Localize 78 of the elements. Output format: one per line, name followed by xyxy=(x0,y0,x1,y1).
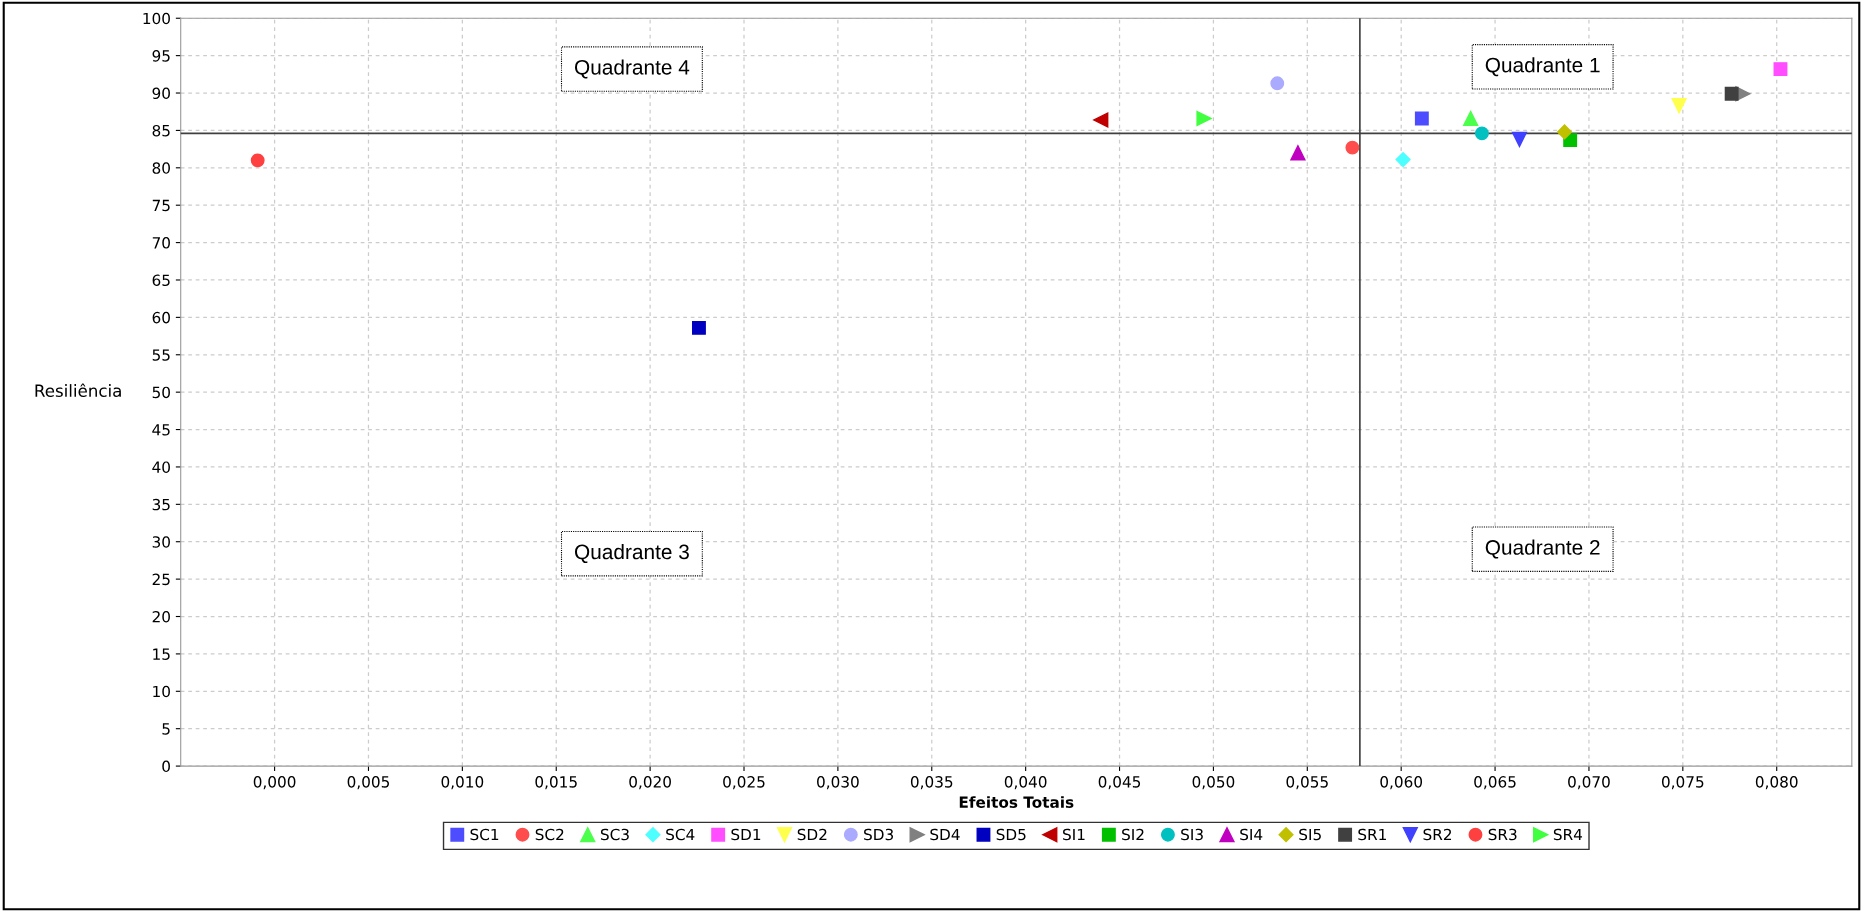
y-tick-label: 0 xyxy=(162,760,170,773)
x-tick-label: 0,045 xyxy=(1098,776,1141,790)
x-axis-title: Efeitos Totais xyxy=(959,796,1074,808)
point xyxy=(1556,124,1573,140)
x-tick-label: 0,025 xyxy=(723,776,765,790)
y-tick-label: 80 xyxy=(152,162,170,174)
legend-label: SR3 xyxy=(1488,828,1517,841)
legend-label: SR1 xyxy=(1358,828,1386,841)
legend-label: SC4 xyxy=(666,828,695,841)
y-tick-label: 85 xyxy=(152,124,170,137)
point xyxy=(1724,86,1739,101)
point xyxy=(1671,98,1687,114)
y-axis-title: Resiliência xyxy=(35,383,121,397)
x-tick-label: 0,060 xyxy=(1380,776,1423,790)
legend-label: SC2 xyxy=(535,828,564,841)
point xyxy=(1290,145,1306,161)
legend-label: SD5 xyxy=(996,828,1026,841)
legend-label: SD3 xyxy=(864,828,893,841)
y-tick-label: 25 xyxy=(152,573,170,586)
point xyxy=(1395,152,1411,168)
y-tick-label: 100 xyxy=(143,12,170,25)
point xyxy=(1345,140,1360,155)
y-tick-label: 95 xyxy=(152,50,170,62)
x-tick-label: 0,040 xyxy=(1004,776,1047,790)
x-tick-label: 0,080 xyxy=(1755,776,1798,790)
point xyxy=(1463,110,1479,127)
legend-label: SD1 xyxy=(731,828,761,841)
point xyxy=(1511,131,1528,148)
y-tick-label: 50 xyxy=(152,386,170,399)
point xyxy=(250,153,265,168)
y-tick-label: 35 xyxy=(152,498,170,511)
y-tick-label: 90 xyxy=(152,87,170,100)
y-tick-label: 45 xyxy=(152,424,170,436)
x-tick-label: 0,065 xyxy=(1474,776,1516,790)
legend-label: SI2 xyxy=(1122,828,1144,841)
x-tick-label: 0,000 xyxy=(253,776,296,790)
legend-label: SI3 xyxy=(1181,828,1203,841)
point xyxy=(1270,76,1285,91)
x-tick-label: 0,050 xyxy=(1192,776,1235,790)
y-tick-label: 75 xyxy=(152,199,170,212)
legend-label: SI1 xyxy=(1063,828,1085,841)
y-tick-label: 55 xyxy=(152,349,170,361)
y-tick-label: 30 xyxy=(152,536,170,548)
y-tick-label: 20 xyxy=(152,610,170,623)
y-tick-label: 65 xyxy=(152,274,170,287)
legend-label: SC3 xyxy=(600,828,629,841)
x-tick-label: 0,075 xyxy=(1661,776,1704,790)
point xyxy=(1773,62,1788,77)
x-tick-label: 0,035 xyxy=(910,776,953,790)
legend-label: SI4 xyxy=(1240,828,1263,841)
x-tick-label: 0,055 xyxy=(1286,776,1328,790)
legend-label: SR4 xyxy=(1553,828,1583,841)
x-tick-label: 0,015 xyxy=(535,776,577,790)
y-tick-label: 70 xyxy=(152,237,170,249)
annotation: Quadrante 2 xyxy=(1485,539,1600,559)
legend-label: SD2 xyxy=(797,828,827,841)
point xyxy=(691,320,706,335)
point xyxy=(1474,126,1489,141)
legend-label: SC1 xyxy=(470,828,499,841)
point xyxy=(1093,112,1109,128)
y-tick-label: 15 xyxy=(153,648,170,660)
x-tick-label: 0,030 xyxy=(817,776,859,790)
legend-label: SI5 xyxy=(1299,828,1321,841)
y-tick-label: 60 xyxy=(152,311,170,324)
point xyxy=(1196,110,1212,127)
y-tick-label: 5 xyxy=(162,723,170,735)
legend-label: SD4 xyxy=(930,828,960,841)
point xyxy=(1414,111,1429,126)
x-tick-label: 0,020 xyxy=(629,776,671,790)
annotation: Quadrante 1 xyxy=(1485,57,1600,77)
y-tick-label: 10 xyxy=(153,685,170,698)
x-tick-label: 0,005 xyxy=(347,776,390,790)
annotation: Quadrante 3 xyxy=(574,543,689,564)
annotation: Quadrante 4 xyxy=(574,59,690,79)
y-tick-label: 40 xyxy=(152,461,170,473)
x-tick-label: 0,010 xyxy=(441,776,484,790)
x-tick-label: 0,070 xyxy=(1568,776,1610,790)
legend-label: SR2 xyxy=(1423,828,1452,841)
